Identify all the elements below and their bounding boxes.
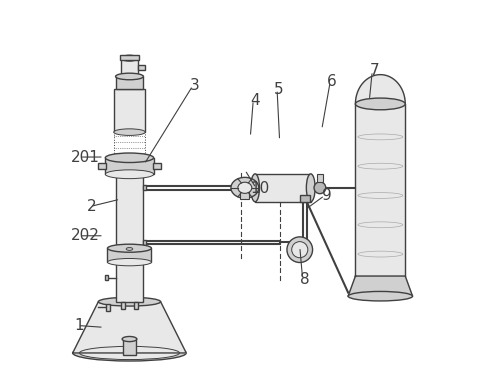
Bar <box>105 304 110 311</box>
Ellipse shape <box>238 182 252 193</box>
Text: 9: 9 <box>322 188 331 203</box>
Ellipse shape <box>122 337 137 342</box>
Bar <box>116 258 143 302</box>
Bar <box>116 170 143 248</box>
Text: 4: 4 <box>250 93 260 108</box>
Ellipse shape <box>287 237 312 262</box>
Ellipse shape <box>105 153 154 162</box>
Ellipse shape <box>122 55 138 61</box>
Polygon shape <box>73 302 186 353</box>
Text: 7: 7 <box>369 63 379 79</box>
Ellipse shape <box>80 346 179 359</box>
Ellipse shape <box>126 248 133 251</box>
Polygon shape <box>355 104 405 276</box>
Text: 6: 6 <box>327 75 337 89</box>
Bar <box>105 158 154 174</box>
Text: 201: 201 <box>71 149 100 165</box>
Ellipse shape <box>355 98 405 110</box>
Ellipse shape <box>251 174 260 202</box>
Text: 8: 8 <box>300 272 310 287</box>
Bar <box>116 76 143 89</box>
Bar <box>134 303 138 309</box>
Bar <box>255 174 311 202</box>
Text: 3: 3 <box>190 78 200 93</box>
Bar <box>107 248 152 262</box>
Bar <box>120 55 139 60</box>
Ellipse shape <box>231 177 259 198</box>
Text: 10: 10 <box>250 181 270 196</box>
Ellipse shape <box>306 174 315 202</box>
Bar <box>241 191 249 199</box>
Ellipse shape <box>98 297 160 306</box>
Bar <box>143 185 146 190</box>
Ellipse shape <box>348 292 413 301</box>
Polygon shape <box>355 75 405 104</box>
Text: 202: 202 <box>71 228 100 243</box>
Ellipse shape <box>116 73 143 80</box>
Bar <box>123 338 136 355</box>
Text: 5: 5 <box>274 82 284 97</box>
Bar <box>143 240 146 245</box>
Bar <box>153 163 161 169</box>
Bar <box>104 275 108 280</box>
Text: 1: 1 <box>74 318 84 333</box>
Ellipse shape <box>105 170 154 179</box>
Ellipse shape <box>73 345 186 361</box>
Text: 2: 2 <box>87 199 97 214</box>
Bar <box>98 163 106 169</box>
Polygon shape <box>348 276 413 296</box>
Bar <box>114 89 145 132</box>
Ellipse shape <box>292 242 308 258</box>
Bar <box>138 65 145 70</box>
Bar <box>300 195 311 203</box>
Ellipse shape <box>314 182 326 194</box>
Ellipse shape <box>107 258 152 266</box>
Ellipse shape <box>114 129 145 135</box>
Bar <box>317 174 323 182</box>
Bar <box>122 58 138 76</box>
Bar <box>121 303 125 309</box>
Ellipse shape <box>107 244 152 252</box>
